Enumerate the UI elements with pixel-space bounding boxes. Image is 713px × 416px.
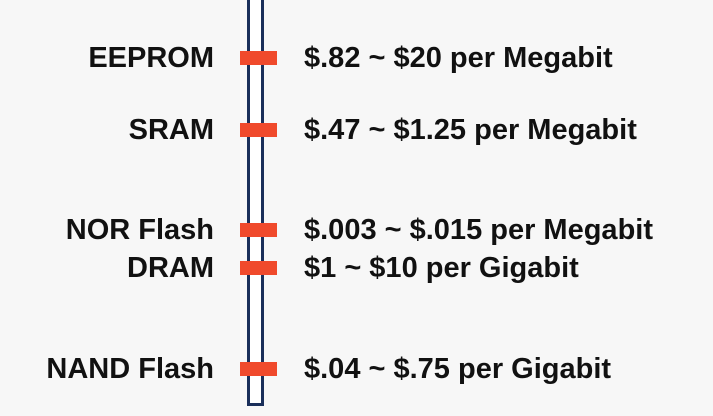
memory-name: NAND Flash [46,353,214,385]
memory-name: SRAM [128,114,214,146]
memory-row-sram: SRAM $.47 ~ $1.25 per Megabit [0,110,713,150]
price-range: $.003 ~ $.015 per Megabit [304,214,653,246]
cost-marker [240,51,277,65]
cost-marker [240,261,277,275]
cost-scale-bar [247,0,264,406]
price-range: $.82 ~ $20 per Megabit [304,42,613,74]
memory-name: DRAM [127,252,214,284]
memory-name: EEPROM [88,42,214,74]
memory-name: NOR Flash [65,214,214,246]
cost-marker [240,223,277,237]
memory-row-nor-flash: NOR Flash $.003 ~ $.015 per Megabit [0,210,713,250]
memory-row-eeprom: EEPROM $.82 ~ $20 per Megabit [0,38,713,78]
memory-row-nand-flash: NAND Flash $.04 ~ $.75 per Gigabit [0,349,713,389]
cost-marker [240,362,277,376]
price-range: $.04 ~ $.75 per Gigabit [304,353,612,385]
cost-marker [240,123,277,137]
price-range: $1 ~ $10 per Gigabit [304,252,579,284]
price-range: $.47 ~ $1.25 per Megabit [304,114,637,146]
memory-row-dram: DRAM $1 ~ $10 per Gigabit [0,248,713,288]
